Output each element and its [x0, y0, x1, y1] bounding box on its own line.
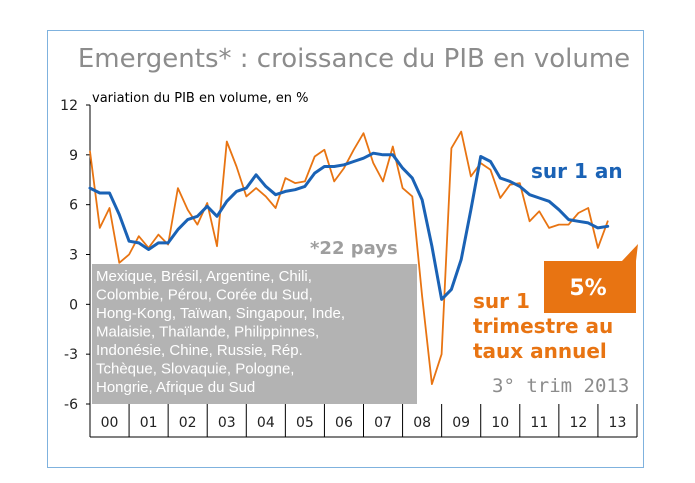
footnote-period: 3° trim 2013	[492, 375, 629, 397]
badge-value: 5%	[569, 276, 606, 301]
x-tick-label: 02	[179, 415, 197, 431]
series-label-quarterly-line3: taux annuel	[473, 339, 607, 363]
y-tick-label: 9	[69, 148, 78, 164]
x-tick-label: 03	[218, 415, 236, 431]
x-tick-label: 05	[296, 415, 314, 431]
y-tick-label: 0	[69, 297, 78, 313]
x-tick-label: 13	[609, 415, 627, 431]
series-label-quarterly-line1: sur 1	[473, 289, 530, 313]
x-tick-labels: 00 01 02 03 04 05 06 07 08 09 10 11 12 13	[101, 415, 627, 431]
x-tick-label: 06	[335, 415, 353, 431]
y-tick-labels: 12 9 6 3 0 -3 -6	[60, 98, 78, 413]
x-tick-label: 04	[257, 415, 275, 431]
y-tick-label: 3	[69, 248, 78, 264]
country-list-line: Tchèque, Slovaquie, Pologne,	[96, 361, 294, 378]
series-line-yearly	[88, 151, 610, 301]
y-axis-label: variation du PIB en volume, en %	[92, 91, 308, 106]
x-tick-label: 10	[491, 415, 509, 431]
series-label-quarterly-line2: trimestre au	[473, 314, 613, 338]
x-tick-label: 12	[569, 415, 587, 431]
country-list-line: Mexique, Brésil, Argentine, Chili,	[96, 268, 312, 285]
country-list-box	[92, 264, 417, 404]
x-tick-label: 01	[140, 415, 158, 431]
country-list-line: Colombie, Pérou, Corée du Sud,	[96, 287, 313, 304]
x-tick-label: 08	[413, 415, 431, 431]
x-tick-label: 00	[101, 415, 119, 431]
country-list-line: Hong-Kong, Taïwan, Singapour, Inde,	[96, 305, 345, 322]
country-list: Mexique, Brésil, Argentine, Chili, Colomb…	[96, 268, 345, 396]
x-tick-label: 07	[374, 415, 392, 431]
country-list-line: Malaisie, Thaïlande, Philippinnes,	[96, 324, 319, 341]
x-tick-label: 09	[452, 415, 470, 431]
country-list-line: Hongrie, Afrique du Sud	[96, 379, 255, 396]
chart-frame	[47, 30, 644, 468]
series-lines	[88, 130, 610, 386]
chart-title: Emergents* : croissance du PIB en volume	[78, 44, 630, 74]
star-footnote-label: *22 pays	[310, 238, 398, 259]
x-tick-label: 11	[530, 415, 548, 431]
axes	[86, 104, 638, 438]
y-tick-label: 12	[60, 98, 78, 114]
y-tick-label: -6	[64, 397, 78, 413]
y-tick-label: -3	[64, 347, 78, 363]
y-tick-label: 6	[69, 198, 78, 214]
series-label-yearly: sur 1 an	[531, 159, 623, 183]
country-list-line: Indonésie, Chine, Russie, Rép.	[96, 342, 303, 359]
badge-callout	[544, 244, 638, 313]
